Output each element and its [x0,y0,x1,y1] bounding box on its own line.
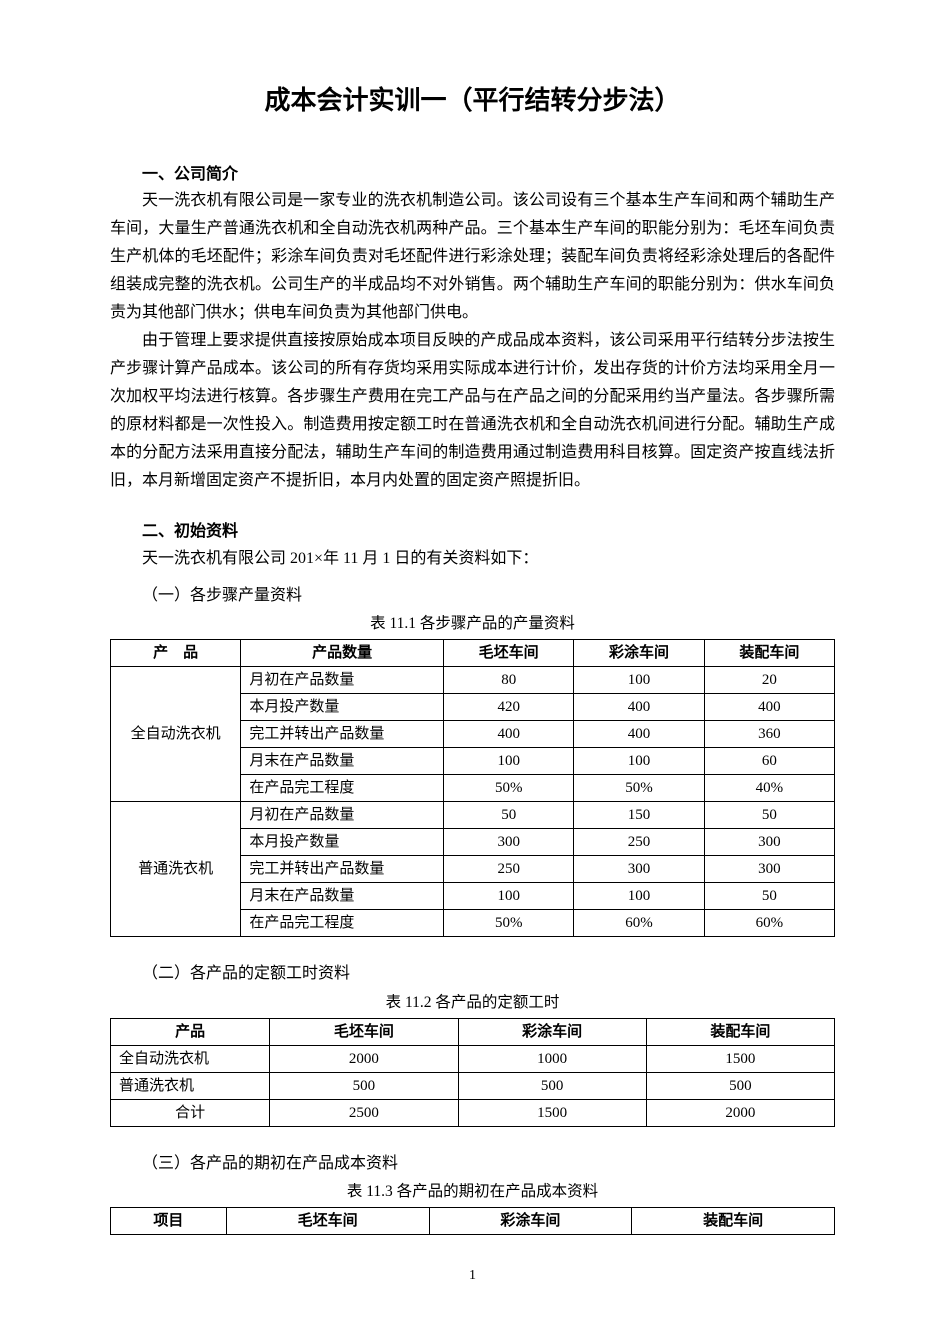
metric-cell: 完工并转出产品数量 [241,721,444,748]
section1-p2: 由于管理上要求提供直接按原始成本项目反映的产成品成本资料，该公司采用平行结转分步… [110,327,835,495]
val-cell: 420 [444,694,574,721]
table-row: 普通洗衣机 500 500 500 [111,1072,835,1099]
val-cell: 400 [704,694,834,721]
val-cell: 80 [444,667,574,694]
val-cell: 60 [704,748,834,775]
table-row: 合计 2500 1500 2000 [111,1099,835,1126]
val-cell: 1000 [458,1045,646,1072]
section2-sub1: （一）各步骤产量资料 [110,583,835,609]
th-caitu: 彩涂车间 [458,1018,646,1045]
table-header-row: 项目 毛坯车间 彩涂车间 装配车间 [111,1207,835,1234]
metric-cell: 月初在产品数量 [241,667,444,694]
th-zhuangpei: 装配车间 [704,640,834,667]
th-caitu: 彩涂车间 [429,1207,632,1234]
val-cell: 100 [444,748,574,775]
val-cell: 60% [704,910,834,937]
val-cell: 20 [704,667,834,694]
th-caitu: 彩涂车间 [574,640,704,667]
val-cell: 500 [270,1072,458,1099]
val-cell: 2500 [270,1099,458,1126]
table-row: 全自动洗衣机 2000 1000 1500 [111,1045,835,1072]
val-cell: 100 [574,883,704,910]
val-cell: 250 [574,829,704,856]
val-cell: 1500 [646,1045,834,1072]
table2: 产品 毛坯车间 彩涂车间 装配车间 全自动洗衣机 2000 1000 1500 … [110,1018,835,1127]
val-cell: 250 [444,856,574,883]
val-cell: 2000 [270,1045,458,1072]
th-item: 项目 [111,1207,227,1234]
section2-heading: 二、初始资料 [110,519,835,545]
table-header-row: 产 品 产品数量 毛坯车间 彩涂车间 装配车间 [111,640,835,667]
val-cell: 360 [704,721,834,748]
val-cell: 50 [444,802,574,829]
th-maopi: 毛坯车间 [226,1207,429,1234]
val-cell: 50% [574,775,704,802]
val-cell: 400 [444,721,574,748]
section2-intro: 天一洗衣机有限公司 201×年 11 月 1 日的有关资料如下： [110,545,835,573]
val-cell: 400 [574,721,704,748]
val-cell: 1500 [458,1099,646,1126]
th-zhuangpei: 装配车间 [632,1207,835,1234]
table-header-row: 产品 毛坯车间 彩涂车间 装配车间 [111,1018,835,1045]
table1: 产 品 产品数量 毛坯车间 彩涂车间 装配车间 全自动洗衣机 月初在产品数量 8… [110,639,835,937]
val-cell: 300 [704,829,834,856]
table-row: 全自动洗衣机 月初在产品数量 80 100 20 [111,667,835,694]
th-product: 产 品 [111,640,241,667]
section2-sub3: （三）各产品的期初在产品成本资料 [110,1151,835,1177]
val-cell: 50% [444,775,574,802]
val-cell: 400 [574,694,704,721]
metric-cell: 月末在产品数量 [241,748,444,775]
th-maopi: 毛坯车间 [444,640,574,667]
val-cell: 150 [574,802,704,829]
val-cell: 100 [574,667,704,694]
val-cell: 300 [444,829,574,856]
val-cell: 50 [704,802,834,829]
val-cell: 100 [444,883,574,910]
val-cell: 50 [704,883,834,910]
metric-cell: 月末在产品数量 [241,883,444,910]
metric-cell: 月初在产品数量 [241,802,444,829]
val-cell: 40% [704,775,834,802]
val-cell: 500 [646,1072,834,1099]
row-label: 普通洗衣机 [111,1072,270,1099]
val-cell: 500 [458,1072,646,1099]
th-maopi: 毛坯车间 [270,1018,458,1045]
table2-caption: 表 11.2 各产品的定额工时 [110,991,835,1016]
page-number: 1 [110,1265,835,1287]
group2-label: 普通洗衣机 [111,802,241,937]
val-cell: 100 [574,748,704,775]
table1-caption: 表 11.1 各步骤产品的产量资料 [110,612,835,637]
val-cell: 50% [444,910,574,937]
page-title: 成本会计实训一（平行结转分步法） [110,80,835,122]
th-qtytype: 产品数量 [241,640,444,667]
table3: 项目 毛坯车间 彩涂车间 装配车间 [110,1207,835,1235]
section1-p1: 天一洗衣机有限公司是一家专业的洗衣机制造公司。该公司设有三个基本生产车间和两个辅… [110,187,835,327]
th-product: 产品 [111,1018,270,1045]
metric-cell: 在产品完工程度 [241,910,444,937]
metric-cell: 在产品完工程度 [241,775,444,802]
val-cell: 300 [574,856,704,883]
metric-cell: 完工并转出产品数量 [241,856,444,883]
table3-caption: 表 11.3 各产品的期初在产品成本资料 [110,1180,835,1205]
row-label: 合计 [111,1099,270,1126]
th-zhuangpei: 装配车间 [646,1018,834,1045]
metric-cell: 本月投产数量 [241,694,444,721]
group1-label: 全自动洗衣机 [111,667,241,802]
val-cell: 2000 [646,1099,834,1126]
section1-heading: 一、公司简介 [110,162,835,188]
row-label: 全自动洗衣机 [111,1045,270,1072]
val-cell: 60% [574,910,704,937]
section2-sub2: （二）各产品的定额工时资料 [110,961,835,987]
val-cell: 300 [704,856,834,883]
table-row: 普通洗衣机 月初在产品数量 50 150 50 [111,802,835,829]
metric-cell: 本月投产数量 [241,829,444,856]
